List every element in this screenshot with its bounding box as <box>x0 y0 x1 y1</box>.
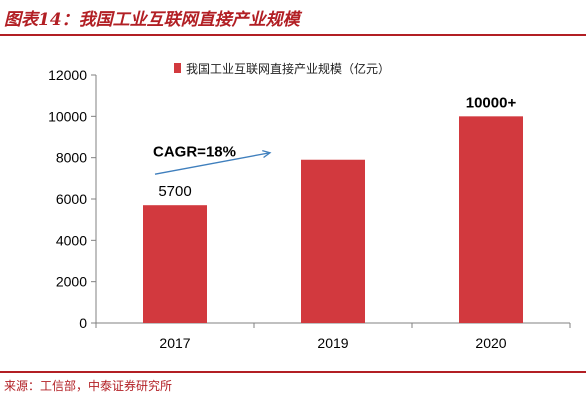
x-tick-label: 2017 <box>159 335 190 351</box>
y-tick-label: 6000 <box>56 191 87 207</box>
bar-chart: 0 2000 4000 6000 8000 10000 12000 2017 5700 2019… <box>48 61 571 351</box>
x-tick-label: 2020 <box>475 335 506 351</box>
y-tick-label: 2000 <box>56 274 87 290</box>
title-divider <box>0 34 586 36</box>
footer-divider <box>0 371 586 373</box>
legend-swatch <box>174 63 181 73</box>
source-note: 来源：工信部，中泰证券研究所 <box>4 379 173 393</box>
chart-legend: 我国工业互联网直接产业规模（亿元） <box>174 61 390 76</box>
figure-title: 图表14：我国工业互联网直接产业规模 <box>4 10 300 30</box>
data-label-2020: 10000+ <box>466 94 517 111</box>
chart-labels: 2017 5700 2019 2020 10000+ <box>158 94 516 351</box>
cagr-arrow-head <box>262 150 272 158</box>
y-tick-label: 4000 <box>56 232 87 248</box>
chart-bars <box>143 116 523 323</box>
data-label-2017: 5700 <box>158 183 191 200</box>
bar-2020 <box>459 116 523 323</box>
y-tick-label: 12000 <box>48 67 87 83</box>
cagr-arrow <box>154 152 271 175</box>
bar-2017 <box>143 205 207 323</box>
chart-annotation: CAGR=18% <box>153 144 272 175</box>
bar-2019 <box>301 159 365 323</box>
chart-axes: 0 2000 4000 6000 8000 10000 12000 <box>48 67 571 331</box>
y-tick-label: 10000 <box>48 108 87 124</box>
y-tick-label: 8000 <box>56 150 87 166</box>
y-tick-label: 0 <box>79 315 87 331</box>
cagr-label: CAGR=18% <box>153 144 236 161</box>
legend-label: 我国工业互联网直接产业规模（亿元） <box>186 61 390 76</box>
x-tick-label: 2019 <box>317 335 348 351</box>
